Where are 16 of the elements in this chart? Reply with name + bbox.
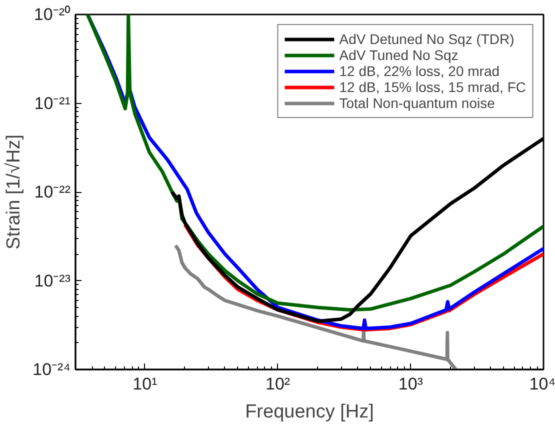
y-tick-label: 10⁻²²	[34, 182, 71, 202]
y-tick-label: 10⁻²⁰	[34, 5, 71, 24]
x-tick-label: 10⁴	[529, 374, 555, 394]
x-axis-title: Frequency [Hz]	[245, 402, 374, 422]
x-tick-label: 10¹	[132, 374, 158, 394]
x-tick-label: 10²	[266, 374, 290, 394]
y-tick-label: 10⁻²⁴	[32, 360, 70, 379]
y-tick-label: 10⁻²³	[34, 271, 71, 290]
y-axis-title: Strain [1/√Hz]	[4, 134, 25, 250]
y-tick-label: 10⁻²¹	[34, 94, 71, 113]
legend-label: AdV Tuned No Sqz	[339, 47, 458, 63]
x-tick-label: 10³	[398, 374, 424, 394]
legend-label: AdV Detuned No Sqz (TDR)	[339, 31, 514, 47]
legend-label: 12 dB, 22% loss, 20 mrad	[339, 63, 500, 79]
legend-label: 12 dB, 15% loss, 15 mrad, FC	[339, 79, 526, 95]
legend-label: Total Non-quantum noise	[339, 95, 495, 111]
